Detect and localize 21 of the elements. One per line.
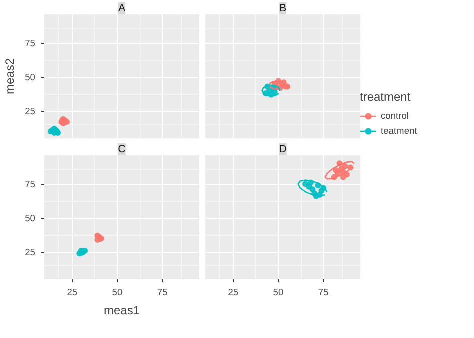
y-tick-label: 75 bbox=[25, 180, 36, 190]
y-tick-label: 25 bbox=[25, 106, 36, 117]
legend-title: treatment bbox=[360, 90, 412, 104]
y-tick-label: 75 bbox=[25, 38, 36, 49]
chart-title: D bbox=[279, 144, 288, 156]
chart-title: A bbox=[118, 2, 126, 14]
legend-label: control bbox=[381, 111, 409, 121]
x-tick-label: 50 bbox=[273, 288, 284, 298]
x-tick-label: 75 bbox=[157, 288, 168, 298]
chart-title: B bbox=[279, 2, 287, 14]
x-tick-label: 25 bbox=[67, 288, 78, 298]
x-tick-label: 50 bbox=[112, 288, 123, 298]
x-axis-title: meas1 bbox=[104, 304, 140, 318]
y-tick-label: 50 bbox=[25, 214, 36, 224]
x-tick-label: 75 bbox=[318, 288, 329, 298]
chart-title: C bbox=[118, 144, 126, 156]
y-tick-label: 25 bbox=[25, 248, 36, 258]
x-tick-label: 25 bbox=[228, 288, 239, 298]
legend-label: teatment bbox=[381, 126, 418, 136]
y-tick-label: 50 bbox=[25, 72, 36, 83]
y-axis-title: meas2 bbox=[3, 58, 18, 95]
